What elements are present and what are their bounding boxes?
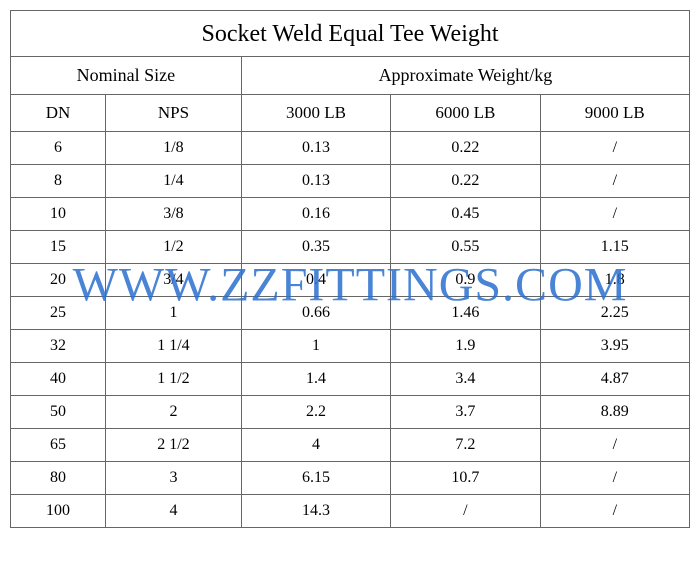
table-cell: 14.3	[241, 495, 390, 528]
table-cell: /	[540, 495, 689, 528]
table-cell: 0.22	[391, 165, 540, 198]
group-header-cell: Approximate Weight/kg	[241, 57, 689, 95]
table-cell: 0.22	[391, 132, 540, 165]
table-cell: 8	[11, 165, 106, 198]
table-row: 103/80.160.45/	[11, 198, 690, 231]
table-cell: 4.87	[540, 363, 689, 396]
table-cell: 4	[106, 495, 242, 528]
table-cell: 1 1/2	[106, 363, 242, 396]
table-cell: /	[540, 165, 689, 198]
table-row: 203/40.40.91.8	[11, 264, 690, 297]
table-cell: 1 1/4	[106, 330, 242, 363]
table-cell: 100	[11, 495, 106, 528]
table-cell: 1/8	[106, 132, 242, 165]
column-header-cell: 9000 LB	[540, 95, 689, 132]
table-cell: 1	[241, 330, 390, 363]
group-header-cell: Nominal Size	[11, 57, 242, 95]
table-cell: 1.15	[540, 231, 689, 264]
table-cell: 0.55	[391, 231, 540, 264]
table-cell: 80	[11, 462, 106, 495]
table-row: 321 1/411.93.95	[11, 330, 690, 363]
table-cell: /	[540, 462, 689, 495]
table-row: 5022.23.78.89	[11, 396, 690, 429]
group-header-row: Nominal SizeApproximate Weight/kg	[11, 57, 690, 95]
table-cell: 3	[106, 462, 242, 495]
table-cell: 1.8	[540, 264, 689, 297]
table-cell: 2 1/2	[106, 429, 242, 462]
table-cell: 25	[11, 297, 106, 330]
column-header-cell: DN	[11, 95, 106, 132]
table-row: 100414.3//	[11, 495, 690, 528]
table-cell: 10	[11, 198, 106, 231]
table-cell: 0.4	[241, 264, 390, 297]
table-cell: 20	[11, 264, 106, 297]
table-cell: 3.4	[391, 363, 540, 396]
table-cell: 6	[11, 132, 106, 165]
table-cell: 1.46	[391, 297, 540, 330]
title-row: Socket Weld Equal Tee Weight	[11, 11, 690, 57]
table-row: 652 1/247.2/	[11, 429, 690, 462]
table-cell: 1/4	[106, 165, 242, 198]
table-cell: 15	[11, 231, 106, 264]
table-cell: 0.45	[391, 198, 540, 231]
weight-table: Socket Weld Equal Tee Weight Nominal Siz…	[10, 10, 690, 528]
table-cell: 3.95	[540, 330, 689, 363]
table-cell: 10.7	[391, 462, 540, 495]
table-container: Socket Weld Equal Tee Weight Nominal Siz…	[10, 10, 690, 528]
table-cell: 32	[11, 330, 106, 363]
table-cell: /	[540, 429, 689, 462]
tbody: Socket Weld Equal Tee Weight Nominal Siz…	[11, 11, 690, 528]
table-cell: 0.13	[241, 132, 390, 165]
table-row: 151/20.350.551.15	[11, 231, 690, 264]
column-header-cell: 3000 LB	[241, 95, 390, 132]
table-cell: /	[391, 495, 540, 528]
table-cell: 0.66	[241, 297, 390, 330]
table-cell: 0.13	[241, 165, 390, 198]
table-cell: 4	[241, 429, 390, 462]
table-cell: 3/8	[106, 198, 242, 231]
table-title: Socket Weld Equal Tee Weight	[11, 11, 690, 57]
table-row: 81/40.130.22/	[11, 165, 690, 198]
table-cell: 3/4	[106, 264, 242, 297]
table-row: 2510.661.462.25	[11, 297, 690, 330]
column-header-cell: 6000 LB	[391, 95, 540, 132]
table-cell: 2.25	[540, 297, 689, 330]
table-cell: 40	[11, 363, 106, 396]
column-header-row: DNNPS3000 LB6000 LB9000 LB	[11, 95, 690, 132]
table-row: 8036.1510.7/	[11, 462, 690, 495]
table-cell: 1.4	[241, 363, 390, 396]
table-cell: 8.89	[540, 396, 689, 429]
table-row: 401 1/21.43.44.87	[11, 363, 690, 396]
table-cell: 1	[106, 297, 242, 330]
table-cell: 0.35	[241, 231, 390, 264]
table-cell: 6.15	[241, 462, 390, 495]
table-cell: /	[540, 132, 689, 165]
table-cell: 0.9	[391, 264, 540, 297]
table-cell: 50	[11, 396, 106, 429]
table-cell: 2	[106, 396, 242, 429]
table-cell: /	[540, 198, 689, 231]
table-cell: 7.2	[391, 429, 540, 462]
table-cell: 65	[11, 429, 106, 462]
column-header-cell: NPS	[106, 95, 242, 132]
table-row: 61/80.130.22/	[11, 132, 690, 165]
table-cell: 2.2	[241, 396, 390, 429]
table-cell: 0.16	[241, 198, 390, 231]
table-cell: 1.9	[391, 330, 540, 363]
table-cell: 3.7	[391, 396, 540, 429]
table-cell: 1/2	[106, 231, 242, 264]
